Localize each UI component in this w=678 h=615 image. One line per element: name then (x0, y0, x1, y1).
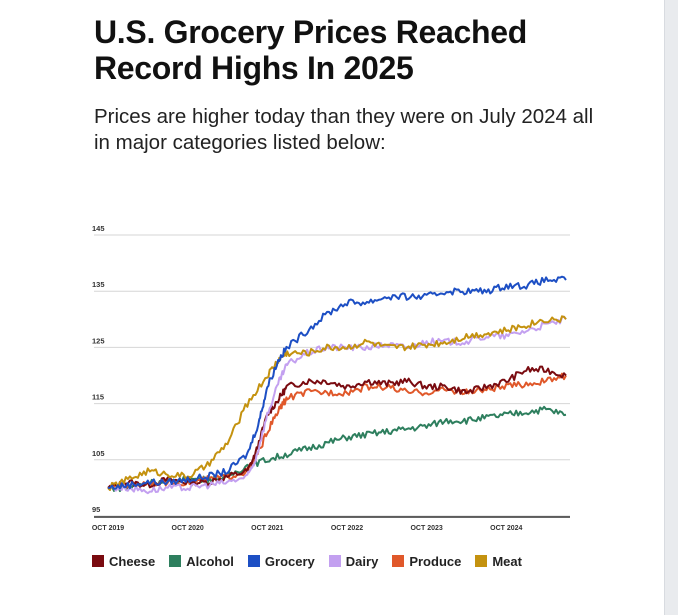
y-tick-label: 145 (92, 224, 105, 233)
legend-label: Alcohol (186, 553, 234, 569)
x-tick-label: OCT 2023 (410, 525, 442, 532)
legend-swatch (328, 555, 341, 567)
legend-swatch (247, 555, 260, 567)
x-tick-label: OCT 2022 (331, 525, 363, 532)
legend-label: Dairy (345, 553, 379, 569)
legend-item-grocery: Grocery (247, 553, 315, 569)
series-line-grocery (108, 275, 567, 490)
series-line-produce (107, 372, 567, 491)
legend-item-produce: Produce (392, 554, 461, 569)
legend-label: Meat (492, 553, 522, 569)
x-tick-label: OCT 2019 (92, 525, 124, 532)
legend-item-dairy: Dairy (328, 553, 379, 569)
chart-legend: Cheese Alcohol Grocery Dairy Produce Meat (92, 551, 522, 571)
legend-item-meat: Meat (475, 554, 522, 569)
legend-label: Produce (409, 553, 462, 569)
y-tick-label: 135 (92, 280, 105, 289)
chart-subtitle: Prices are higher today than they were o… (94, 105, 594, 154)
series-line-dairy (107, 315, 567, 495)
x-tick-label: OCT 2020 (172, 525, 204, 532)
page-edge (664, 0, 678, 615)
y-tick-label: 105 (92, 449, 105, 458)
y-tick-label: 115 (92, 393, 104, 402)
series-line-cheese (107, 365, 567, 489)
x-tick-label: OCT 2021 (251, 525, 283, 532)
legend-swatch (169, 555, 182, 567)
y-tick-label: 125 (92, 336, 105, 345)
chart-title: U.S. Grocery Prices Reached Record Highs… (94, 14, 528, 86)
legend-label: Grocery (264, 553, 315, 569)
legend-item-cheese: Cheese (92, 554, 155, 569)
legend-item-alcohol: Alcohol (169, 554, 234, 569)
x-tick-label: OCT 2024 (490, 525, 522, 532)
series-line-alcohol (107, 405, 567, 493)
line-chart: 95 105 115 125 135 145 OCT 2019 OCT 2020 OCT 202… (92, 224, 570, 532)
legend-swatch (392, 555, 405, 567)
y-tick-label: 95 (92, 505, 100, 514)
legend-label: Cheese (109, 553, 156, 569)
legend-swatch (92, 555, 104, 567)
legend-swatch (475, 555, 488, 567)
